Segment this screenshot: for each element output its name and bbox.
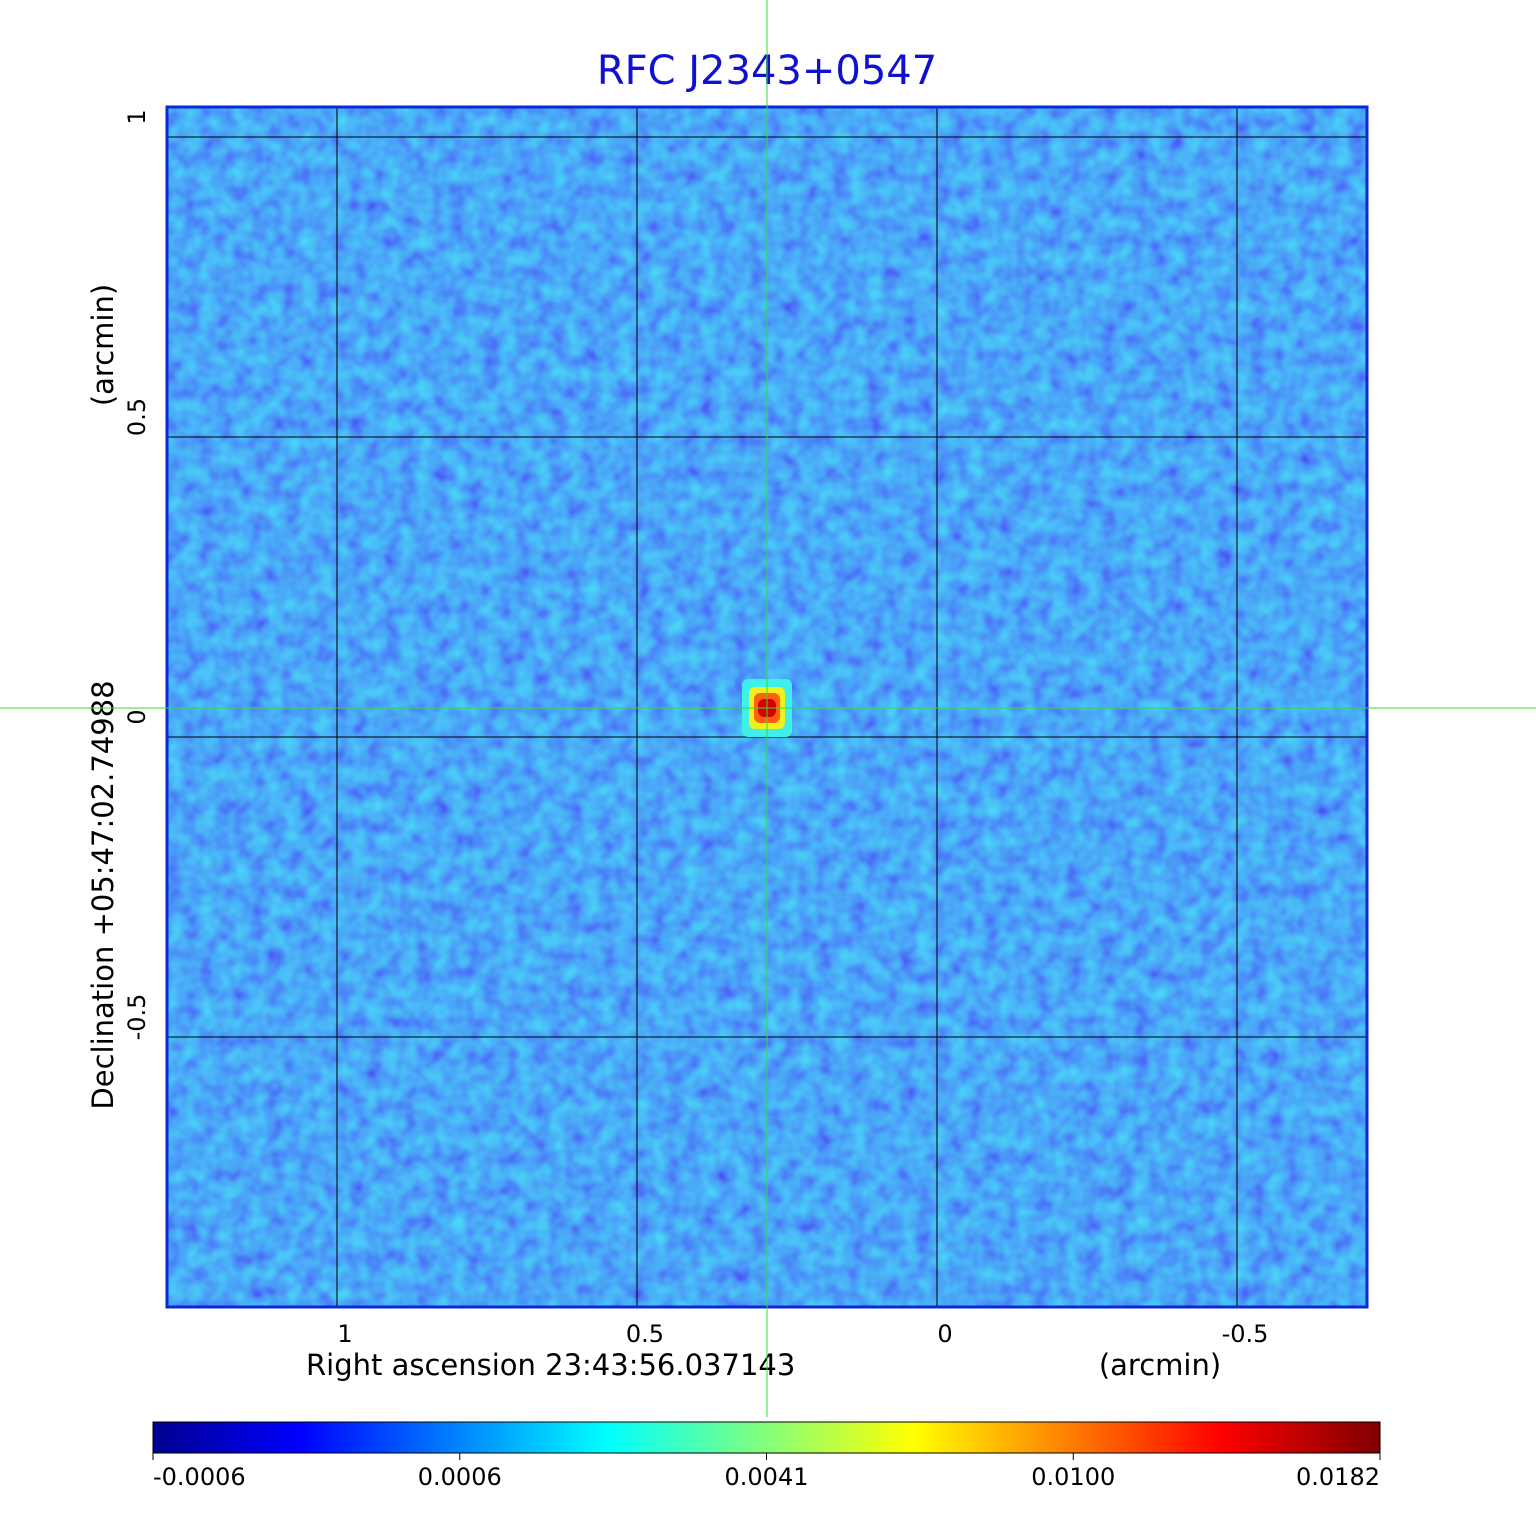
y-tick-label: 1 [123,109,151,124]
y-axis-unit: (arcmin) [86,284,120,406]
y-tick-label: -0.5 [123,994,151,1041]
y-axis-label: Declination +05:47:02.74988 [86,680,120,1109]
x-tick-label: 1 [337,1320,352,1348]
colorbar-tick-label: -0.0006 [153,1463,246,1491]
x-axis-label: Right ascension 23:43:56.037143 [306,1348,795,1382]
x-tick-label: 0.5 [626,1320,664,1348]
x-tick-label: -0.5 [1222,1320,1269,1348]
y-tick-label: 0.5 [123,398,151,436]
colorbar-tick-label: 0.0041 [725,1463,809,1491]
x-axis-unit: (arcmin) [1099,1348,1221,1382]
y-tick-label: 0 [123,709,151,724]
x-tick-label: 0 [937,1320,952,1348]
colorbar-tick-label: 0.0182 [1296,1463,1380,1491]
colorbar [152,1421,1381,1454]
colorbar-tick-label: 0.0006 [418,1463,502,1491]
colorbar-tick-label: 0.0100 [1031,1463,1115,1491]
